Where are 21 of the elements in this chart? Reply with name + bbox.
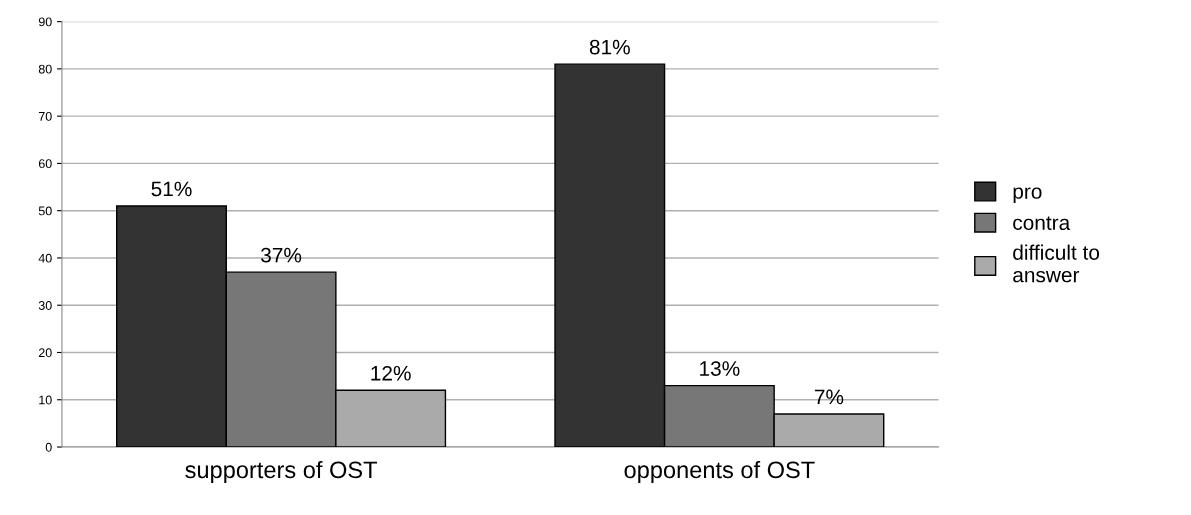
y-tick-label: 60 <box>38 159 52 169</box>
y-tick-label: 30 <box>38 301 52 310</box>
y-tick-label: 0 <box>45 442 52 452</box>
x-tick-label: opponents of OST <box>624 460 815 483</box>
data-label: 37% <box>261 247 302 263</box>
legend-label: difficult to answer <box>1013 244 1100 283</box>
y-tick-label: 10 <box>39 395 52 405</box>
y-tick-label: 90 <box>38 17 52 27</box>
y-tick-label: 40 <box>38 253 52 263</box>
data-label: 7% <box>814 389 844 405</box>
y-tick-label: 20 <box>38 348 52 358</box>
data-label: 12% <box>371 365 411 381</box>
data-label: 51% <box>151 181 192 197</box>
data-label: 81% <box>589 39 630 55</box>
y-tick-label: 70 <box>38 111 52 121</box>
y-tick-label: 80 <box>38 64 52 74</box>
x-tick-label: supporters of OST <box>185 460 377 483</box>
data-label: 13% <box>700 361 740 376</box>
y-tick-label: 50 <box>38 206 52 216</box>
legend-label: contra <box>1013 216 1071 231</box>
legend-label: pro <box>1013 187 1042 203</box>
